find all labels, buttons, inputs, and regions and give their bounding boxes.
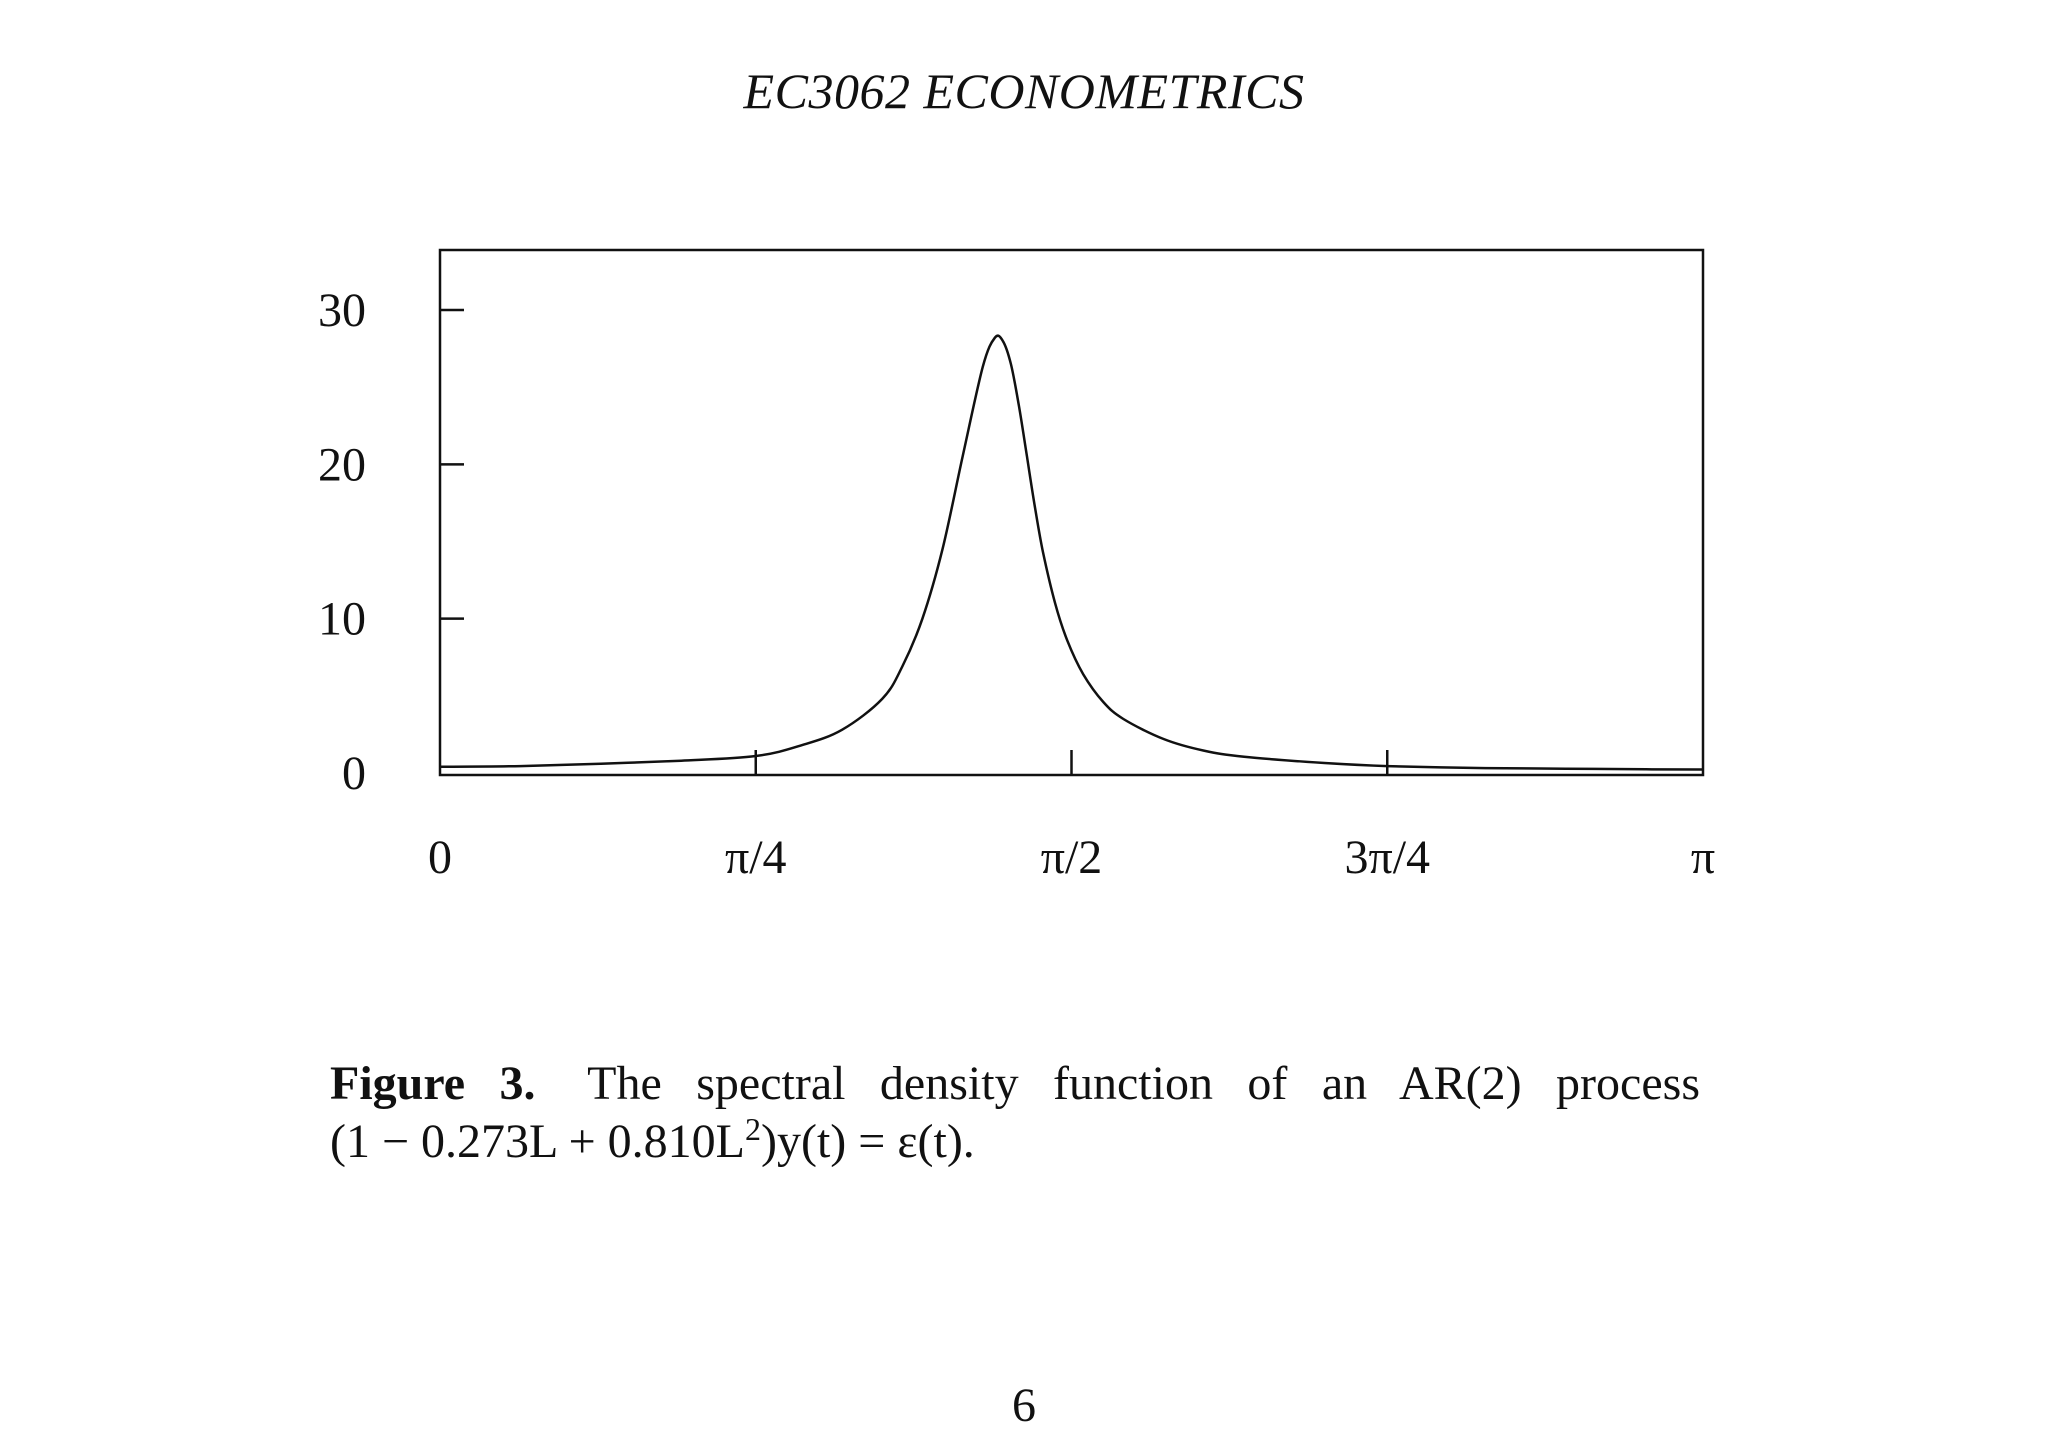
spectral-density-curve bbox=[439, 334, 1704, 771]
caption-line-1: Figure 3. The spectral density function … bbox=[330, 1055, 1700, 1113]
caption-exponent: 2 bbox=[744, 1111, 761, 1147]
y-tick-label: 20 bbox=[318, 438, 366, 491]
x-tick-label: 0 bbox=[428, 831, 452, 884]
y-tick-label: 0 bbox=[342, 747, 366, 800]
page-number: 6 bbox=[1012, 1379, 1036, 1432]
caption-equation-rest: )y(t) = ε(t). bbox=[760, 1115, 975, 1168]
caption-line-2: (1 − 0.273L + 0.810L2)y(t) = ε(t). bbox=[330, 1113, 1700, 1171]
x-axis-ticks: 0 π/4 π/2 3π/4 π bbox=[428, 750, 1715, 884]
caption-text: The spectral density function of an AR(2… bbox=[587, 1057, 1701, 1110]
caption-equation: (1 − 0.273L + 0.810L bbox=[330, 1115, 745, 1168]
y-tick-label: 30 bbox=[318, 284, 366, 337]
spectral-density-chart: 0 10 20 30 0 π/4 π/2 3π/4 π bbox=[318, 248, 1715, 884]
x-tick-label: 3π/4 bbox=[1344, 831, 1430, 884]
figure-label: Figure 3. bbox=[330, 1057, 536, 1110]
running-header: EC3062 ECONOMETRICS bbox=[743, 63, 1305, 119]
x-tick-label: π bbox=[1691, 831, 1715, 884]
y-tick-label: 10 bbox=[318, 593, 366, 646]
x-tick-label: π/2 bbox=[1041, 831, 1103, 884]
plot-frame bbox=[438, 248, 1705, 777]
x-tick-label: π/4 bbox=[725, 831, 787, 884]
y-axis-ticks: 0 10 20 30 bbox=[318, 284, 464, 800]
figure-caption: Figure 3. The spectral density function … bbox=[330, 1055, 1700, 1171]
